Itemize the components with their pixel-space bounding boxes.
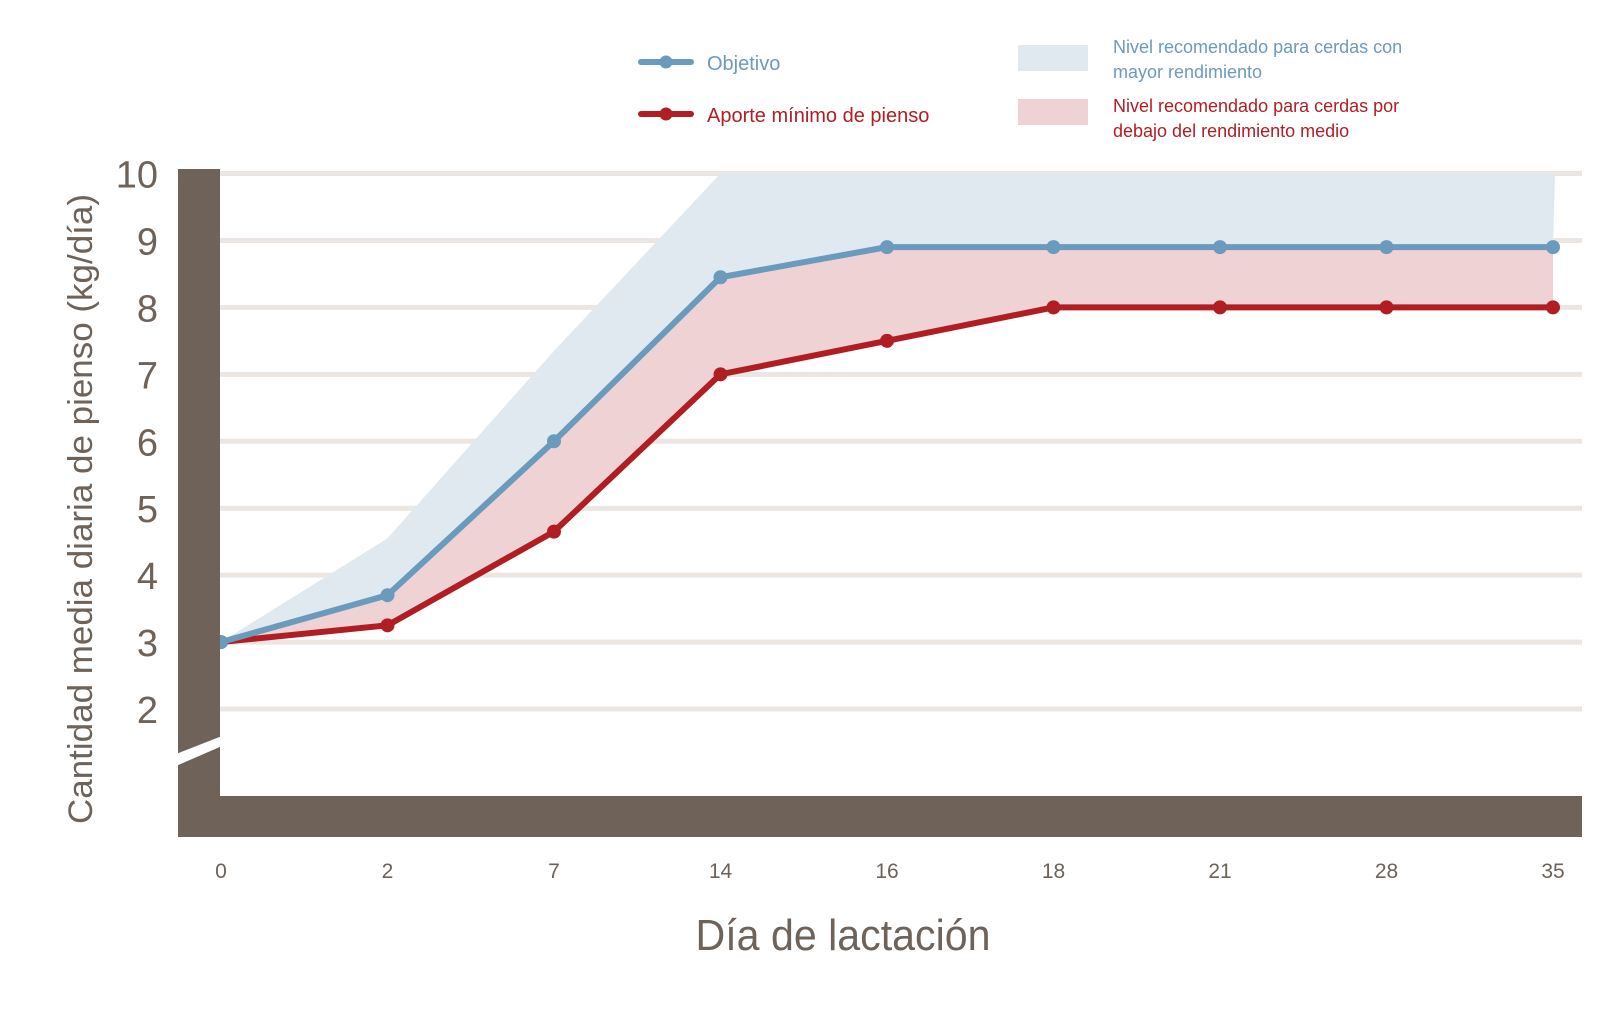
- data-point-objetivo: [380, 588, 395, 603]
- axes: [176, 169, 1582, 837]
- x-tick-label: 28: [1375, 860, 1398, 883]
- y-tick-label: 2: [137, 690, 158, 732]
- y-tick-label: 4: [137, 556, 158, 598]
- x-axis-bar: [178, 796, 1582, 837]
- legend-item-band-low: Nivel recomendado para cerdas por debajo…: [1018, 96, 1399, 141]
- data-point-aporte: [880, 333, 894, 348]
- data-point-objetivo: [880, 240, 894, 255]
- y-tick-label: 3: [137, 623, 158, 665]
- y-tick-label: 9: [137, 221, 158, 263]
- data-point-aporte: [380, 618, 395, 633]
- y-tick-label: 5: [137, 489, 158, 531]
- data-point-aporte: [547, 524, 561, 539]
- data-point-aporte: [1379, 300, 1394, 315]
- legend-label-band-high-1: Nivel recomendado para cerdas con: [1113, 37, 1402, 57]
- legend-label-aporte: Aporte mínimo de pienso: [707, 105, 929, 127]
- y-tick-labels: 2 3 4 5 6 7 8 9 10: [116, 155, 158, 733]
- data-point-objetivo: [1546, 240, 1560, 255]
- data-point-objetivo: [1379, 240, 1394, 255]
- legend-label-objetivo: Objetivo: [707, 53, 780, 75]
- legend: Objetivo Aporte mínimo de pienso Nivel r…: [638, 37, 1402, 141]
- legend-swatch-band-high: [1018, 45, 1088, 71]
- legend-marker-objetivo: [659, 55, 673, 69]
- y-tick-label: 8: [137, 288, 158, 330]
- band-below-average: [221, 247, 1553, 643]
- x-tick-label: 21: [1208, 860, 1231, 883]
- data-point-aporte: [1546, 300, 1560, 315]
- legend-swatch-band-low: [1018, 99, 1088, 125]
- y-axis-label: Cantidad media diaria de pienso (kg/día): [62, 194, 100, 824]
- legend-item-aporte: Aporte mínimo de pienso: [638, 105, 929, 127]
- data-point-aporte: [1046, 300, 1061, 315]
- x-tick-label: 16: [875, 860, 898, 883]
- y-tick-label: 6: [137, 422, 158, 464]
- legend-item-objetivo: Objetivo: [638, 53, 780, 75]
- legend-item-band-high: Nivel recomendado para cerdas con mayor …: [1018, 37, 1402, 82]
- data-point-objetivo: [1046, 240, 1061, 255]
- x-tick-label: 18: [1042, 860, 1065, 883]
- x-axis-label: Día de lactación: [696, 911, 991, 960]
- y-tick-label: 10: [116, 155, 158, 197]
- data-point-objetivo: [713, 270, 728, 285]
- band-high-performance: [221, 173, 1555, 643]
- legend-marker-aporte: [659, 107, 673, 121]
- axis-break: [176, 736, 222, 766]
- legend-label-band-low-1: Nivel recomendado para cerdas por: [1113, 96, 1399, 116]
- x-tick-label: 35: [1541, 860, 1564, 883]
- data-point-aporte: [713, 367, 728, 382]
- bands: [221, 173, 1555, 643]
- data-point-objetivo: [547, 434, 561, 449]
- legend-label-band-low-2: debajo del rendimiento medio: [1113, 121, 1349, 141]
- x-tick-label: 7: [548, 860, 560, 883]
- x-tick-labels: 0 2 7 14 16 18 21 28 35: [215, 860, 1565, 883]
- x-tick-label: 14: [709, 860, 733, 883]
- data-point-aporte: [1213, 300, 1227, 315]
- x-tick-label: 0: [215, 860, 227, 883]
- y-axis-bar: [178, 169, 220, 837]
- x-tick-label: 2: [382, 860, 394, 883]
- series-lines: [214, 240, 1560, 650]
- y-tick-label: 7: [137, 355, 158, 397]
- legend-label-band-high-2: mayor rendimiento: [1113, 62, 1262, 82]
- data-point-objetivo: [1213, 240, 1227, 255]
